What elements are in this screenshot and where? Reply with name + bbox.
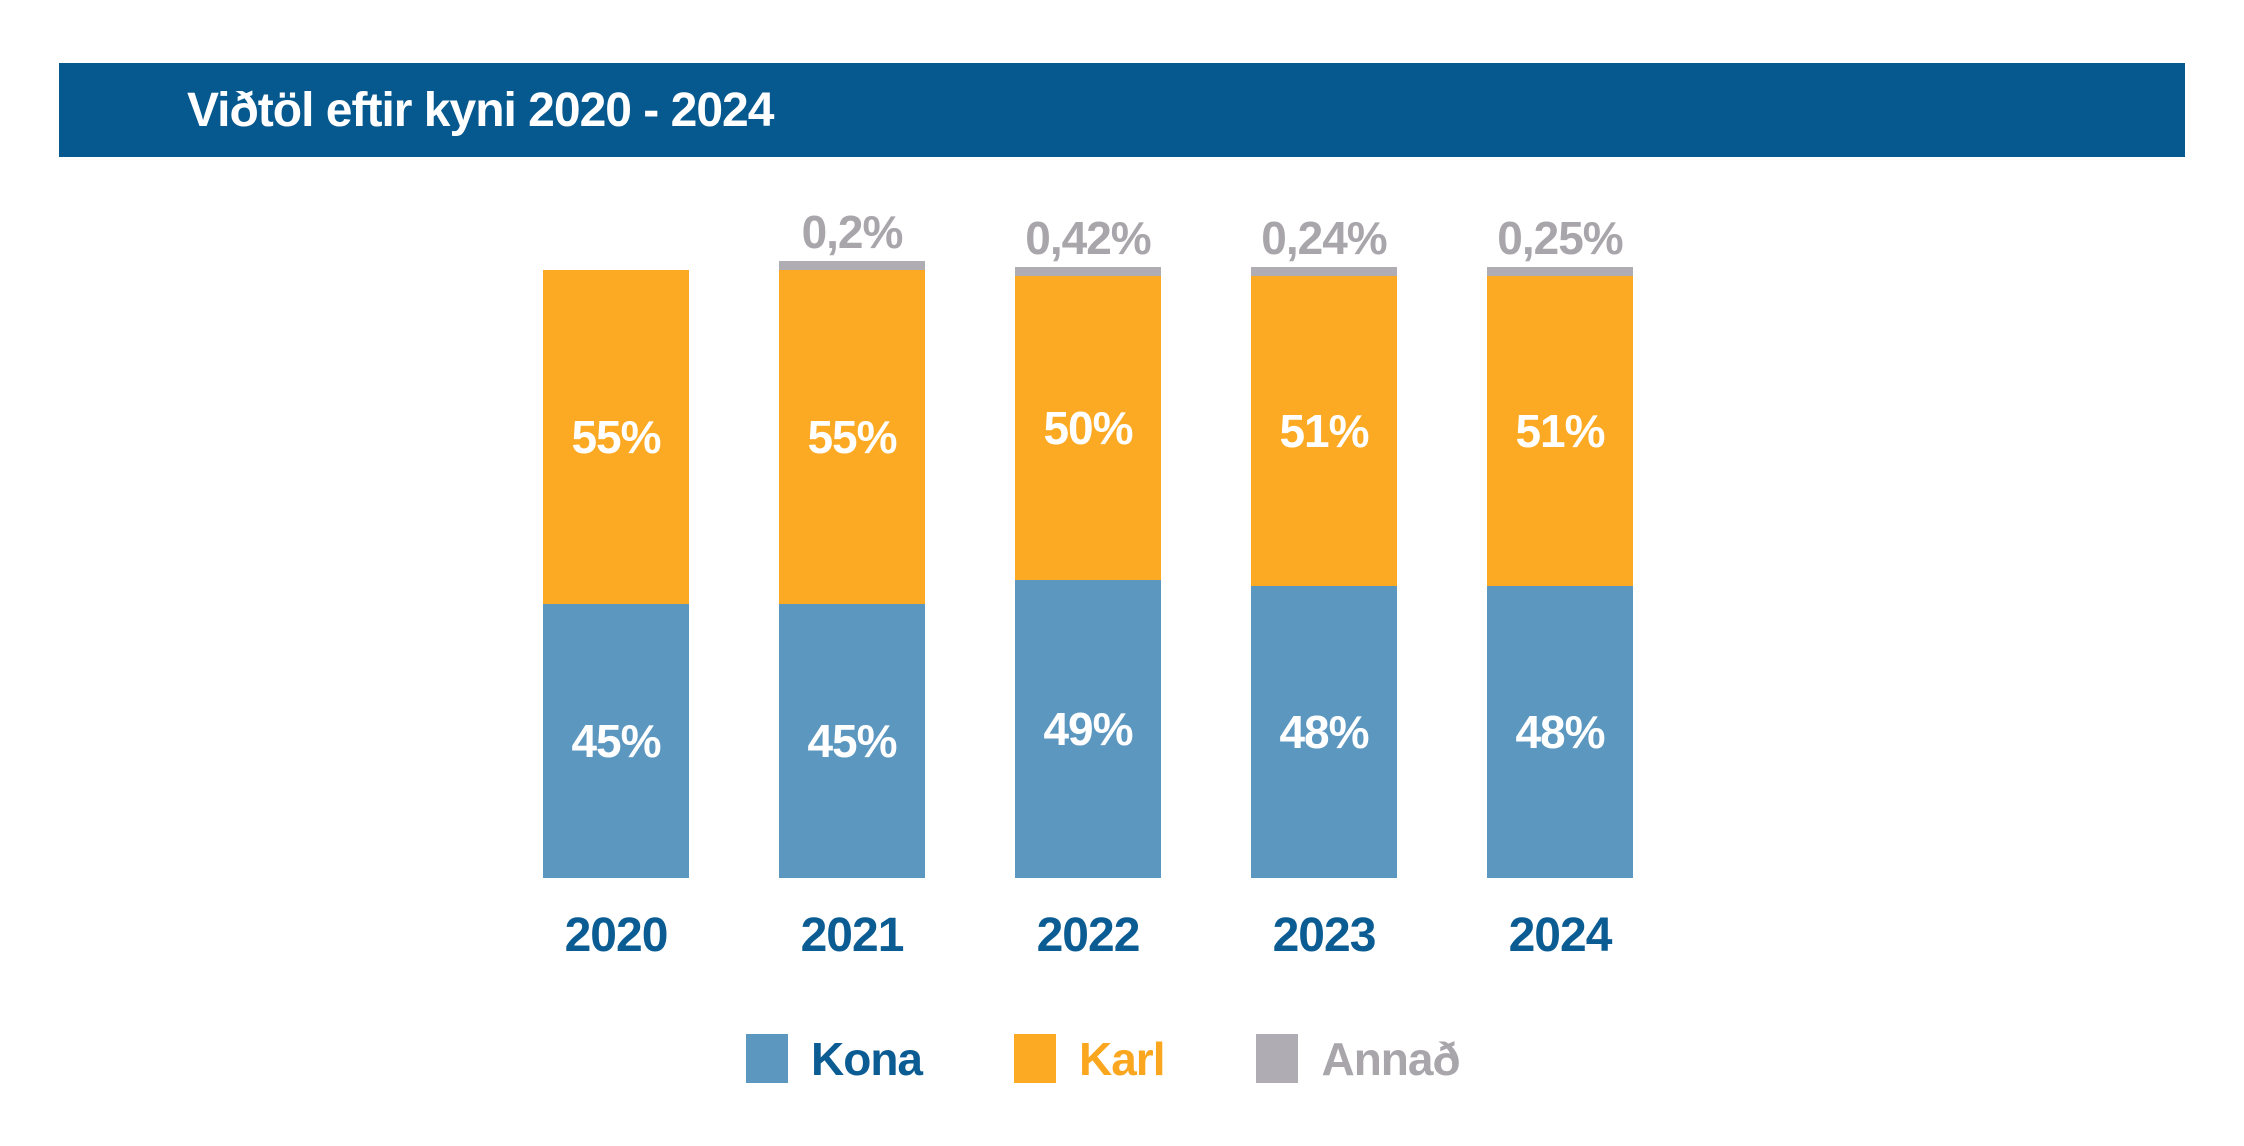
- bar-group-2024: 48% 51% 0,25% 2024: [1487, 215, 1633, 960]
- legend-item-karl[interactable]: Karl: [1014, 1032, 1165, 1085]
- bar-segment-kona-2022-value-label: 49%: [1043, 703, 1133, 756]
- bar-group-2022: 49% 50% 0,42% 2022: [1015, 215, 1161, 960]
- legend-swatch-kona-icon: [746, 1034, 788, 1083]
- bar-segment-karl-2020-value-label: 55%: [571, 411, 661, 464]
- bar-segment-kona-2022[interactable]: 49%: [1015, 580, 1161, 878]
- year-label-2022: 2022: [1036, 909, 1141, 962]
- bar-segment-karl-2023[interactable]: 51%: [1251, 276, 1397, 587]
- bar-segment-karl-2021[interactable]: 55%: [779, 270, 925, 605]
- annad-value-label-2021: 0,2%: [801, 206, 904, 258]
- bar-segment-kona-2021-value-label: 45%: [807, 715, 897, 768]
- year-label-2024: 2024: [1508, 909, 1613, 962]
- annad-value-label-2023: 0,24%: [1261, 212, 1387, 265]
- bar-segment-karl-2024[interactable]: 51%: [1487, 276, 1633, 587]
- legend: Kona Karl Annað: [746, 1032, 1461, 1085]
- bar-segment-annad-2023[interactable]: [1251, 267, 1397, 277]
- bar-segment-kona-2023-value-label: 48%: [1279, 706, 1369, 759]
- legend-item-annad[interactable]: Annað: [1256, 1032, 1461, 1085]
- bar-segment-kona-2024-value-label: 48%: [1515, 706, 1605, 759]
- year-label-2020: 2020: [564, 909, 669, 962]
- bar-segment-annad-2022[interactable]: [1015, 267, 1161, 277]
- bar-group-2021: 45% 55% 0,2% 2021: [779, 209, 925, 960]
- legend-label-annad: Annað: [1321, 1032, 1460, 1085]
- legend-item-kona[interactable]: Kona: [746, 1032, 923, 1085]
- year-label-2021: 2021: [800, 909, 905, 962]
- bar-segment-karl-2024-value-label: 51%: [1515, 405, 1605, 458]
- bar-group-2023: 48% 51% 0,24% 2023: [1251, 215, 1397, 960]
- bar-segment-karl-2021-value-label: 55%: [807, 411, 897, 464]
- legend-swatch-annad-icon: [1256, 1034, 1299, 1083]
- chart-title-bar: Viðtöl eftir kyni 2020 - 2024: [59, 63, 2185, 157]
- bar-segment-karl-2022[interactable]: 50%: [1015, 276, 1161, 581]
- bar-segment-kona-2020-value-label: 45%: [571, 715, 661, 768]
- bar-segment-annad-2024[interactable]: [1487, 267, 1633, 277]
- legend-label-kona: Kona: [811, 1032, 923, 1085]
- bar-segment-kona-2020[interactable]: 45%: [543, 604, 689, 878]
- bar-segment-kona-2021[interactable]: 45%: [779, 604, 925, 878]
- bar-segment-kona-2024[interactable]: 48%: [1487, 586, 1633, 878]
- bar-segment-karl-2020[interactable]: 55%: [543, 270, 689, 605]
- bar-segment-kona-2023[interactable]: 48%: [1251, 586, 1397, 878]
- bar-segment-annad-2021[interactable]: [779, 261, 925, 270]
- legend-swatch-karl-icon: [1014, 1034, 1056, 1083]
- year-label-2023: 2023: [1272, 909, 1377, 962]
- annad-value-label-2024: 0,25%: [1497, 212, 1623, 265]
- annad-value-label-2022: 0,42%: [1025, 212, 1151, 265]
- bar-segment-karl-2023-value-label: 51%: [1279, 405, 1369, 458]
- chart-title: Viðtöl eftir kyni 2020 - 2024: [187, 83, 774, 137]
- bar-segment-karl-2022-value-label: 50%: [1043, 402, 1133, 455]
- bar-group-2020: 45% 55% 2020: [543, 270, 689, 960]
- legend-label-karl: Karl: [1079, 1032, 1165, 1085]
